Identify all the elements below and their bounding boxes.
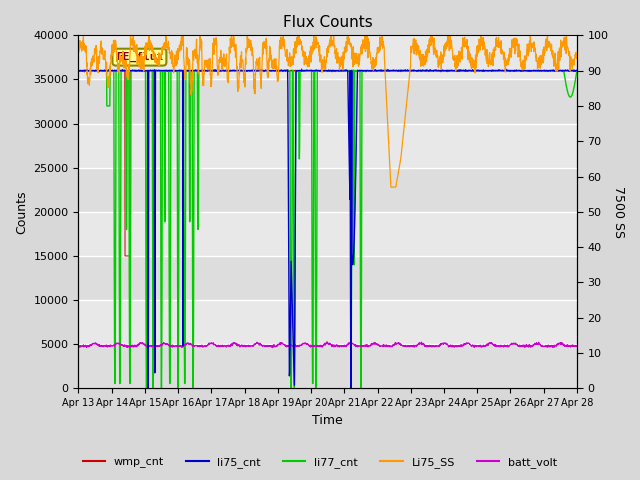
Bar bbox=[79, 300, 577, 344]
Y-axis label: 7500 SS: 7500 SS bbox=[612, 186, 625, 238]
Bar bbox=[79, 80, 577, 123]
Bar bbox=[79, 123, 577, 168]
Y-axis label: Counts: Counts bbox=[15, 190, 28, 234]
X-axis label: Time: Time bbox=[312, 414, 343, 427]
Bar bbox=[79, 256, 577, 300]
Bar bbox=[79, 212, 577, 256]
Text: EE_flux: EE_flux bbox=[116, 52, 163, 62]
Title: Flux Counts: Flux Counts bbox=[283, 15, 372, 30]
Bar bbox=[79, 36, 577, 80]
Bar bbox=[79, 168, 577, 212]
Bar bbox=[79, 344, 577, 388]
Legend: wmp_cnt, li75_cnt, li77_cnt, Li75_SS, batt_volt: wmp_cnt, li75_cnt, li77_cnt, Li75_SS, ba… bbox=[78, 452, 562, 472]
